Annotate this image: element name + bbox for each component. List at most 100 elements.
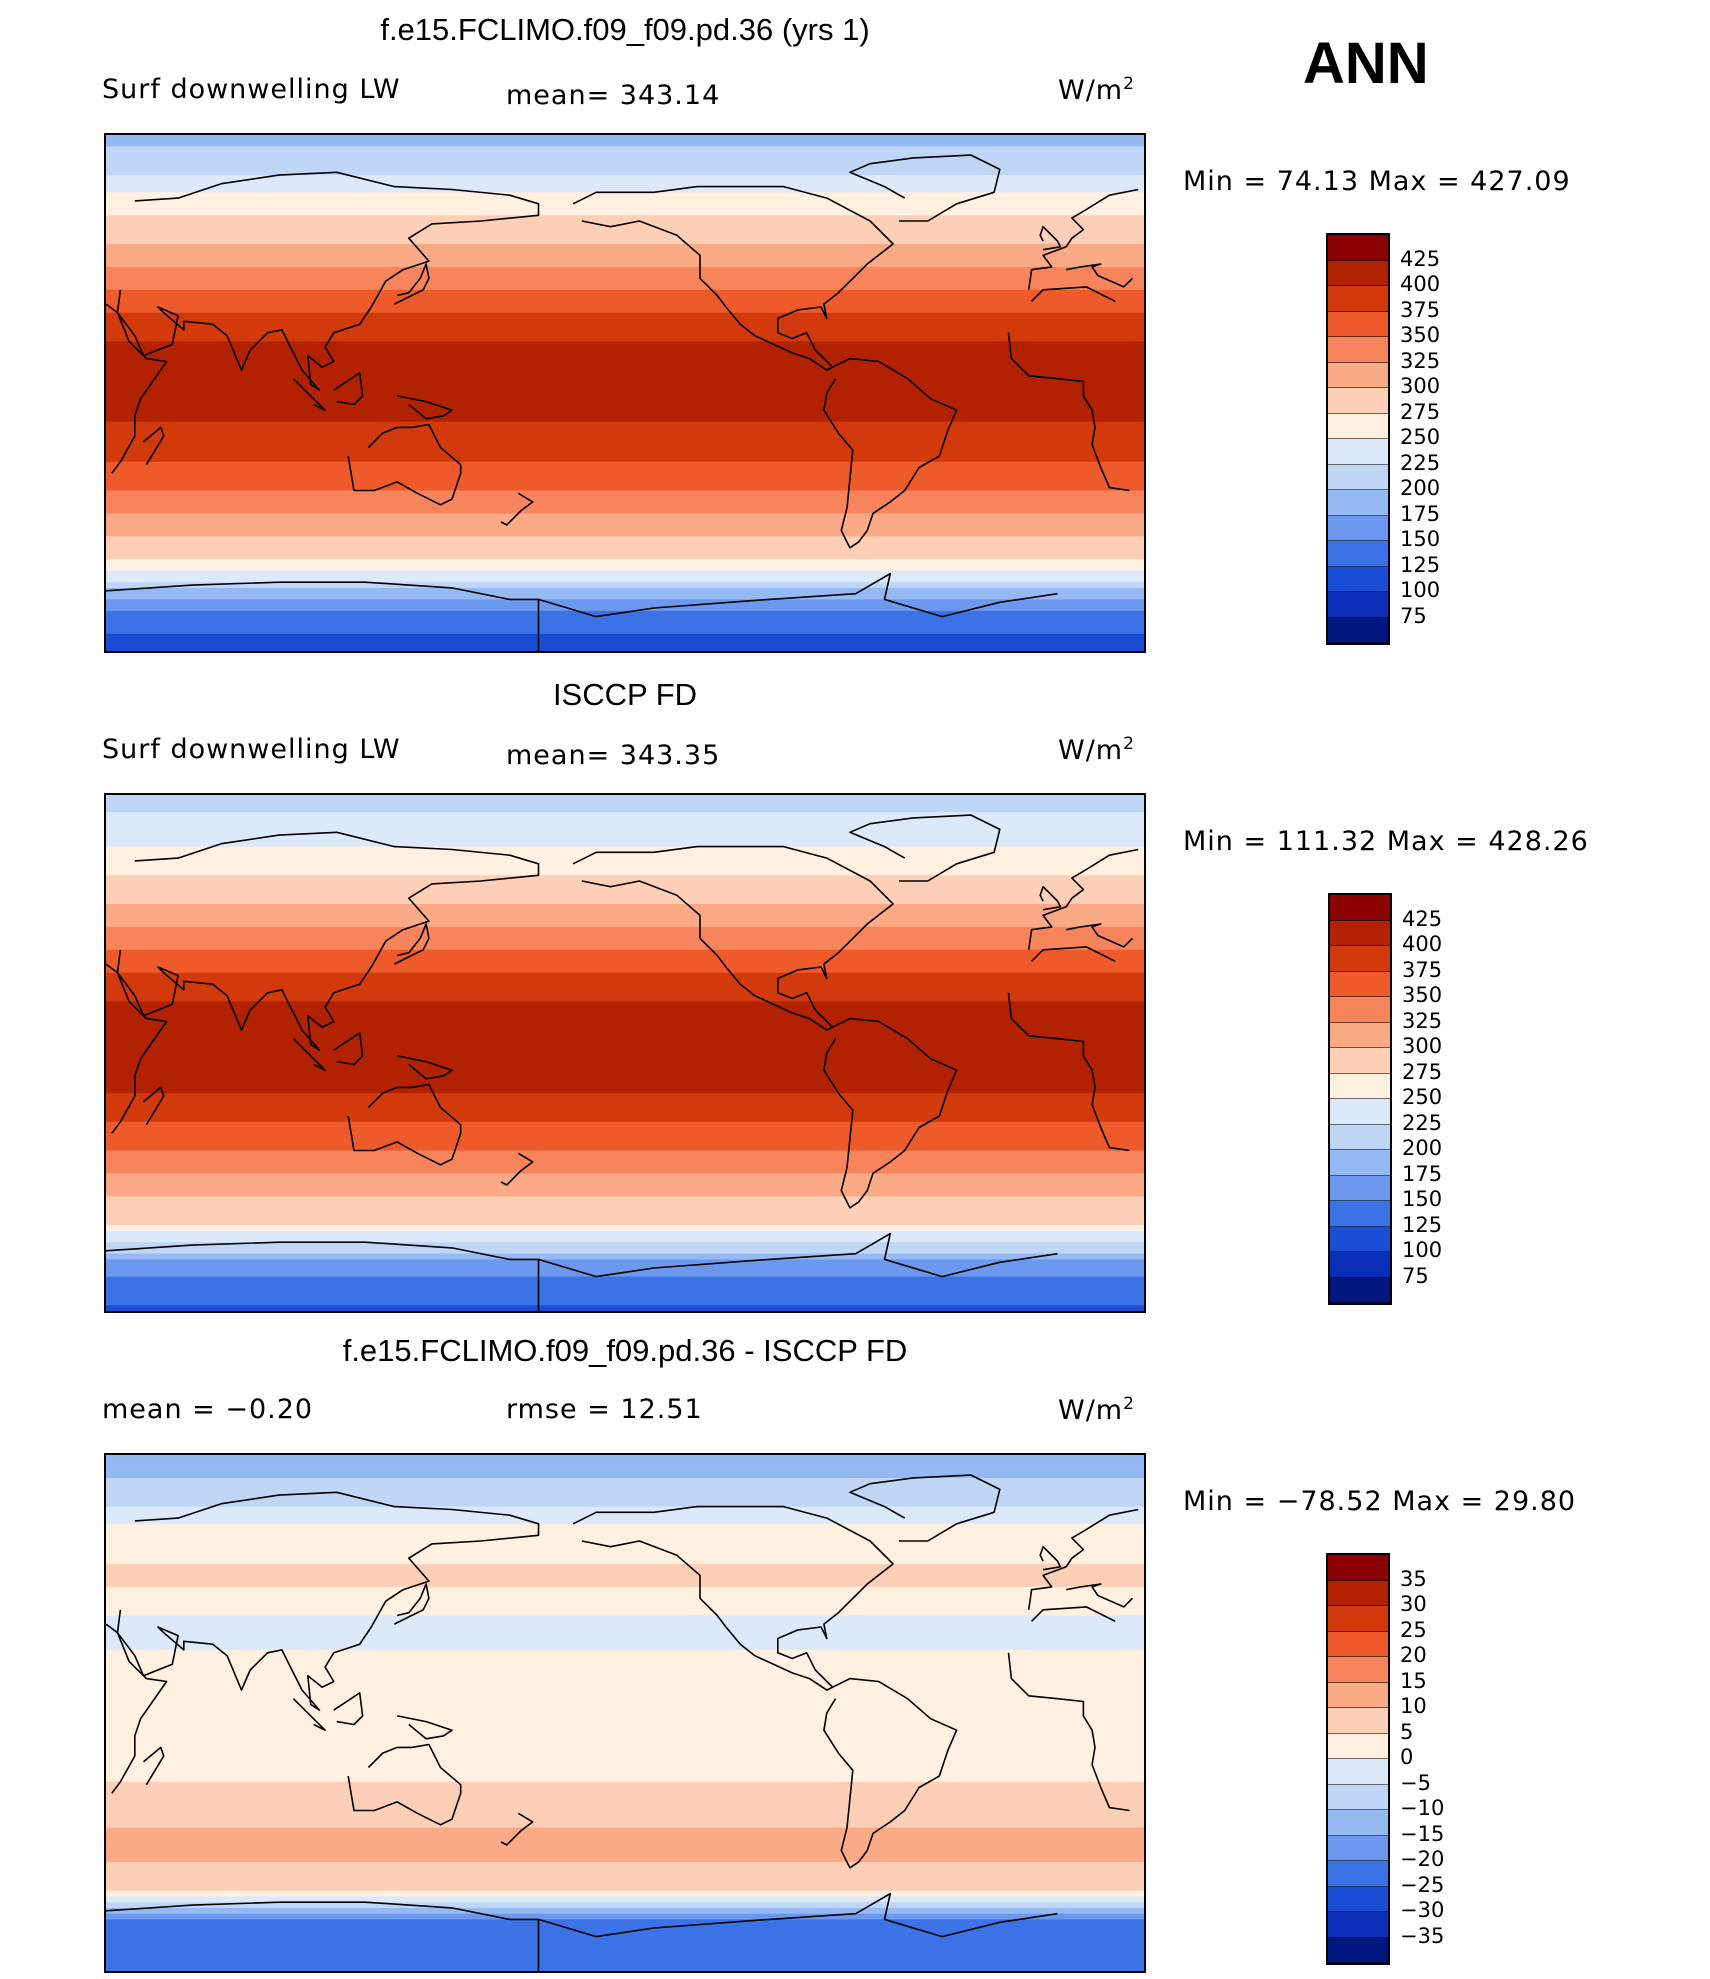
field-band: [106, 255, 1144, 262]
field-band: [106, 886, 1144, 894]
field-band: [106, 335, 1144, 342]
field-band: [106, 140, 1144, 148]
colorbar-swatch: [1330, 895, 1390, 921]
field-band: [106, 1184, 1144, 1192]
panel2-map: [104, 793, 1146, 1313]
field-band: [106, 467, 1144, 474]
field-band: [106, 501, 1144, 509]
panel3-map-svg: [106, 1455, 1144, 1971]
field-band: [106, 157, 1144, 165]
panel2-map-svg: [106, 795, 1144, 1311]
colorbar-tick-label: 75: [1402, 1263, 1429, 1288]
colorbar-swatch: [1328, 439, 1388, 465]
field-band: [106, 1907, 1144, 1915]
colorbar-swatch: [1330, 997, 1390, 1023]
colorbar-tick-label: −20: [1400, 1847, 1445, 1871]
coastline: [106, 1232, 1058, 1311]
field-band: [106, 1902, 1144, 1909]
field-band: [106, 955, 1144, 962]
field-band: [106, 1649, 1144, 1657]
field-band: [106, 1569, 1144, 1576]
colorbar-tick-label: 35: [1400, 1566, 1427, 1591]
panel3-title: f.e15.FCLIMO.f09_f09.pd.36 - ISCCP FD: [342, 1333, 908, 1368]
field-band: [106, 1770, 1144, 1777]
field-band: [106, 1558, 1144, 1565]
field-band: [106, 1001, 1144, 1008]
panel2-minmax: Min = 111.32 Max = 428.26: [1183, 826, 1589, 857]
field-band: [106, 1913, 1144, 1920]
field-band: [106, 1758, 1144, 1766]
coastline: [1039, 885, 1062, 911]
field-band: [106, 266, 1144, 274]
field-band: [106, 633, 1144, 641]
colorbar-swatch: [1330, 1252, 1390, 1278]
field-band: [106, 192, 1144, 199]
field-band: [106, 261, 1144, 268]
colorbar-tick-label: 125: [1402, 1212, 1443, 1237]
field-band: [106, 944, 1144, 951]
coastline: [106, 572, 1058, 651]
colorbar-tick-label: 125: [1400, 552, 1441, 577]
coastline: [500, 492, 534, 526]
field-band: [106, 1586, 1144, 1594]
field-band: [106, 553, 1144, 560]
coastline: [106, 946, 1130, 1152]
field-band: [106, 1202, 1144, 1209]
colorbar-tick-label: 0: [1400, 1745, 1414, 1769]
coastline: [393, 263, 430, 305]
coastline: [292, 1698, 326, 1731]
field-band: [106, 415, 1144, 423]
colorbar-tick-label: 175: [1402, 1161, 1443, 1186]
field-band: [106, 1144, 1144, 1152]
coastline: [116, 171, 1139, 391]
colorbar-swatch: [1328, 362, 1388, 388]
field-band: [106, 1207, 1144, 1215]
field-band: [106, 1242, 1144, 1249]
field-band: [106, 163, 1144, 170]
field-band: [106, 1793, 1144, 1800]
field-band: [106, 473, 1144, 480]
colorbar-tick-label: −5: [1400, 1770, 1431, 1795]
field-band: [106, 1879, 1144, 1886]
field-band: [106, 341, 1144, 348]
field-band: [106, 1661, 1144, 1668]
field-band: [106, 812, 1144, 819]
field-band: [106, 1563, 1144, 1571]
colorbar-tick-label: 400: [1400, 272, 1441, 296]
colorbar-tick-label: 300: [1400, 374, 1441, 398]
field-band: [106, 226, 1144, 234]
panel1-title: f.e15.FCLIMO.f09_f09.pd.36 (yrs 1): [380, 12, 870, 47]
colorbar-tick-label: −15: [1400, 1821, 1445, 1846]
field-band: [106, 1701, 1144, 1708]
field-band: [106, 1455, 1144, 1462]
field-band: [106, 1632, 1144, 1640]
field-band: [106, 496, 1144, 503]
field-band: [106, 1196, 1144, 1203]
colorbar-tick-label: 250: [1402, 1085, 1443, 1109]
field-band: [106, 565, 1144, 572]
field-band: [106, 1523, 1144, 1531]
field-band: [106, 1104, 1144, 1111]
field-band: [106, 1707, 1144, 1714]
colorbar-swatch: [1328, 235, 1388, 261]
field-band: [106, 358, 1144, 365]
field-band: [106, 628, 1144, 635]
colorbar-swatch: [1328, 337, 1388, 363]
field-band: [106, 1110, 1144, 1117]
colorbar-tick-label: 150: [1402, 1187, 1443, 1211]
field-band: [106, 450, 1144, 457]
field-band: [106, 1035, 1144, 1043]
coastline: [106, 1606, 1130, 1812]
colorbar-tick-label: 20: [1400, 1643, 1427, 1667]
panel2-colorbar: 425 400 375 350 325 300 275 250 225 200 175 150 125 1…: [1328, 893, 1478, 1305]
field-band: [106, 892, 1144, 899]
field-band: [106, 1282, 1144, 1289]
colorbar-swatch: [1328, 1606, 1388, 1632]
field-band: [106, 1581, 1144, 1588]
field-band: [106, 289, 1144, 297]
colorbar-swatch: [1328, 1784, 1388, 1810]
field-band: [106, 1167, 1144, 1174]
coastline: [347, 1083, 462, 1166]
field-band: [106, 547, 1144, 555]
field-band: [106, 421, 1144, 428]
